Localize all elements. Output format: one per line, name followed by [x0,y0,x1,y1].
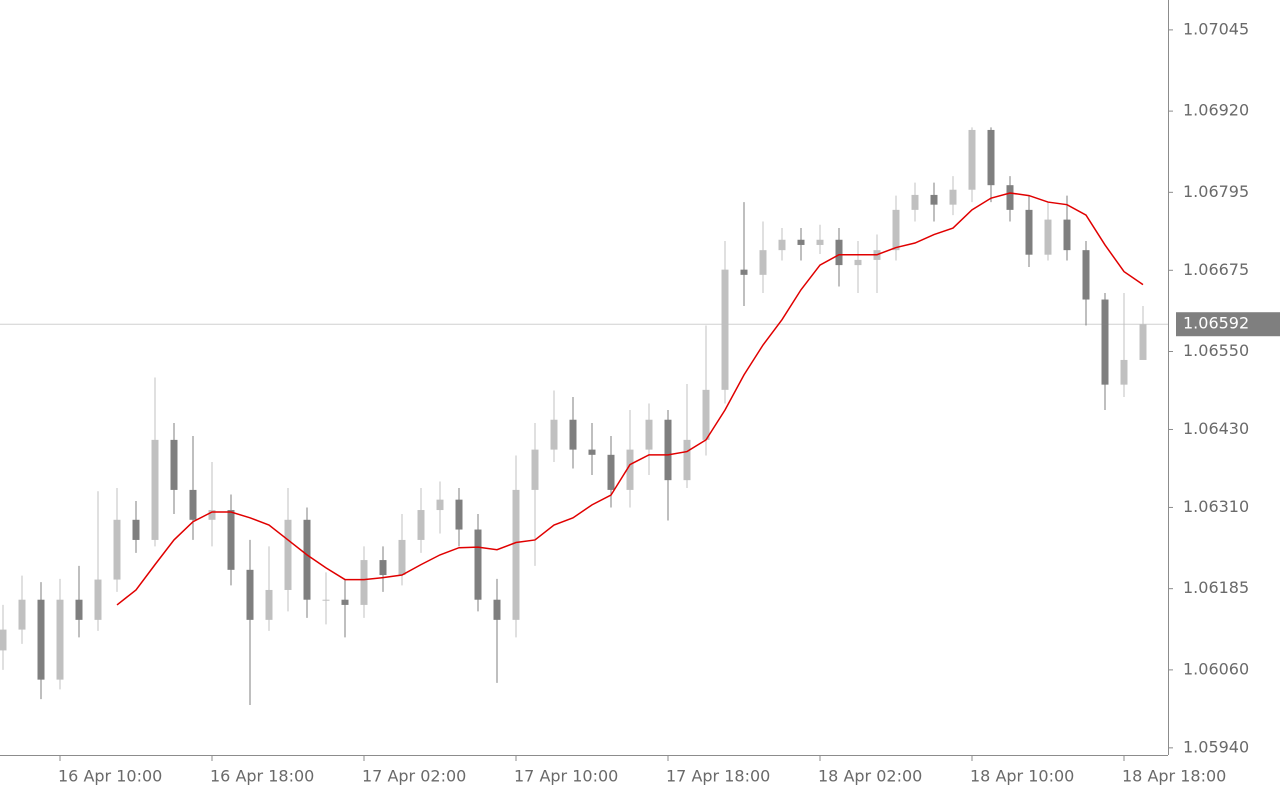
y-tick-label: 1.06675 [1183,260,1249,279]
x-tick-label: 18 Apr 10:00 [970,767,1074,786]
candle-body [455,499,463,530]
candle-body [588,449,596,455]
candle-body [569,419,577,450]
candle-body [1120,359,1128,385]
candle-body [474,529,482,600]
candle-body [664,419,672,481]
candle-body [284,519,292,590]
candle-body [1139,324,1147,360]
candle-body [1101,299,1109,385]
candle-body [227,510,235,570]
x-tick-label: 17 Apr 18:00 [666,767,770,786]
candle-body [816,239,824,245]
candle-body [208,510,216,520]
candle-body [607,454,615,490]
x-tick-label: 18 Apr 02:00 [818,767,922,786]
y-tick-label: 1.06310 [1183,497,1249,516]
candle-body [512,489,520,620]
candle-body [436,499,444,511]
candle-body [987,129,995,186]
y-tick-label: 1.06795 [1183,182,1249,201]
candle-body [170,439,178,490]
y-tick-label: 1.06060 [1183,659,1249,678]
candle-body [303,519,311,600]
candle-body [360,560,368,605]
y-tick-label: 1.06920 [1183,101,1249,120]
candle-body [37,599,45,680]
candle-body [151,439,159,540]
y-tick-label: 1.06550 [1183,341,1249,360]
candle-body [113,519,121,580]
candle-body [550,419,558,450]
candle-body [1025,209,1033,255]
candle-body [835,239,843,266]
candle-body [911,194,919,210]
x-tick-label: 17 Apr 10:00 [514,767,618,786]
candle-body [949,189,957,205]
candle-body [189,489,197,520]
candle-body [683,439,691,481]
y-tick-label: 1.06430 [1183,419,1249,438]
candle-body [778,239,786,251]
candle-body [721,269,729,390]
candle-body [246,569,254,620]
candle-body [645,419,653,450]
candle-body [322,599,330,601]
candle-body [75,599,83,620]
candle-body [94,579,102,620]
x-tick-label: 16 Apr 10:00 [58,767,162,786]
y-tick-label: 1.07045 [1183,19,1249,38]
candle-body [892,209,900,251]
current-price-label: 1.06592 [1183,314,1249,333]
candle-body [0,629,7,651]
candle-body [1082,250,1090,300]
candle-body [417,510,425,540]
candle-body [759,250,767,275]
candle-body [1063,219,1071,251]
candle-body [968,129,976,190]
candle-body [265,589,273,620]
candle-body [341,599,349,605]
x-tick-label: 16 Apr 18:00 [210,767,314,786]
candle-body [930,194,938,205]
candle-body [740,269,748,275]
y-tick-label: 1.06185 [1183,578,1249,597]
x-tick-label: 17 Apr 02:00 [362,767,466,786]
candle-body [1006,185,1014,210]
candle-body [132,519,140,540]
candle-body [531,449,539,490]
y-tick-label: 1.05940 [1183,737,1249,756]
moving-average [116,192,1144,606]
candle-body [493,599,501,620]
candle-body [56,599,64,680]
candle-body [797,239,805,245]
x-tick-label: 18 Apr 18:00 [1122,767,1226,786]
candle-body [1044,219,1052,255]
candle-body [854,259,862,266]
current-price-badge [1176,312,1280,337]
candle-body [18,599,26,630]
candle-body [398,539,406,576]
candle-body [379,560,387,576]
candle-body [626,449,634,490]
candle-body [702,389,710,440]
